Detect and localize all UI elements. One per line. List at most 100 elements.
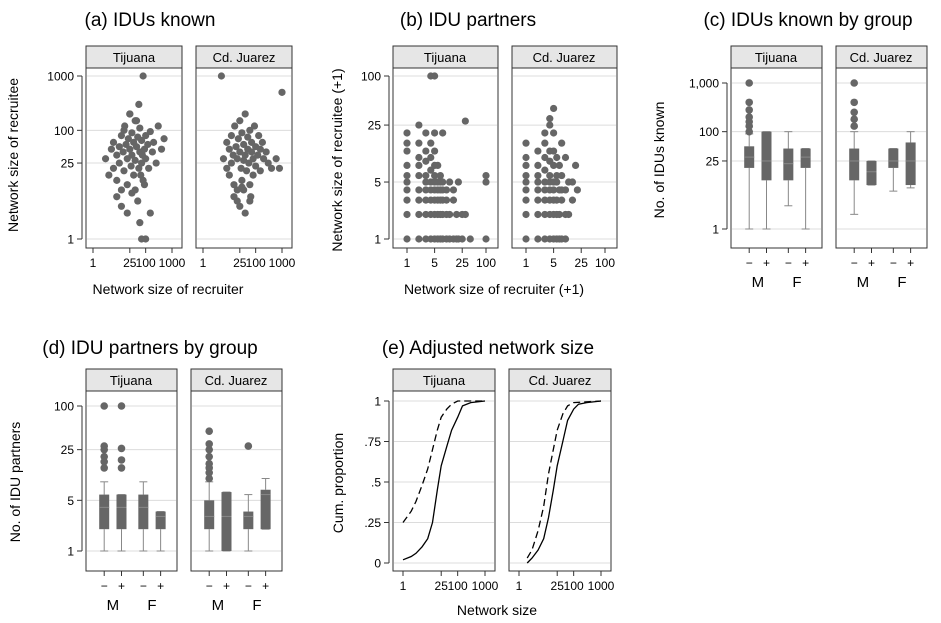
scatter-point	[231, 122, 239, 130]
x-tick-label: 25	[435, 579, 449, 593]
box-sign-label: +	[868, 256, 875, 270]
panel-frame	[392, 390, 496, 572]
scatter-point	[522, 186, 530, 194]
scatter-point	[541, 139, 549, 147]
group-label: M	[212, 597, 225, 614]
scatter-point	[142, 131, 150, 140]
y-tick-label: 1000	[47, 70, 74, 84]
y-tick-label: 100	[361, 70, 381, 84]
y-tick-label: .25	[364, 516, 381, 530]
x-tick-label: 1	[516, 579, 523, 593]
scatter-point	[113, 151, 121, 159]
box-body	[888, 148, 899, 168]
y-tick-label: 1	[712, 223, 719, 237]
scatter-point	[117, 202, 126, 210]
scatter-point	[264, 159, 272, 167]
scatter-point	[565, 210, 573, 219]
scatter-point	[558, 139, 566, 147]
scatter-point	[238, 183, 246, 191]
box-outlier	[117, 444, 126, 453]
cdf-line-dashed	[526, 400, 602, 559]
scatter-point	[246, 126, 254, 134]
scatter-point	[534, 161, 542, 169]
y-tick-label: .75	[364, 435, 381, 449]
scatter-point	[120, 126, 128, 134]
y-tick-label: 100	[54, 400, 74, 414]
box-outlier	[745, 113, 753, 121]
panel-frame	[85, 390, 178, 572]
scatter-point	[244, 133, 252, 141]
scatter-point	[123, 209, 131, 217]
chart-a-ylabel: Network size of recruitee	[5, 78, 21, 232]
box-body	[761, 131, 772, 181]
scatter-point	[442, 186, 451, 194]
scatter-point	[550, 161, 558, 169]
chart-b-ylabel: Network size of recruitee (+1)	[329, 68, 345, 251]
scatter-point	[136, 219, 144, 227]
cdf-line-solid	[402, 400, 486, 561]
scatter-point	[427, 139, 435, 147]
strip-label: Tijuana	[110, 373, 153, 388]
scatter-point	[117, 186, 126, 194]
scatter-point	[422, 196, 430, 204]
scatter-point	[546, 121, 554, 129]
scatter-point	[439, 178, 447, 186]
scatter-point	[101, 155, 110, 163]
box-body	[204, 500, 215, 530]
x-tick-label: 1000	[159, 256, 186, 270]
box-outlier	[205, 452, 213, 461]
box-sign-label: −	[206, 579, 213, 593]
chart-b-title: (b) IDU partners	[400, 10, 536, 31]
scatter-point	[124, 135, 132, 143]
scatter-point	[541, 129, 549, 137]
cdf-line-solid	[526, 400, 602, 564]
strip-label: Tijuana	[423, 373, 466, 388]
box-body	[800, 148, 811, 168]
scatter-point	[550, 147, 558, 155]
scatter-point	[431, 129, 439, 137]
box-body	[260, 489, 271, 530]
scatter-point	[126, 145, 134, 153]
box-sign-label: −	[140, 579, 147, 593]
chart-d-panel-1: Tijuana	[85, 368, 178, 572]
chart-c-title: (c) IDUs known by group	[703, 10, 912, 31]
scatter-point	[403, 161, 411, 169]
scatter-point	[415, 210, 423, 219]
scatter-point	[415, 171, 423, 180]
scatter-point	[131, 156, 139, 164]
box-outlier	[850, 79, 858, 87]
scatter-point	[422, 186, 430, 194]
scatter-point	[247, 193, 255, 201]
scatter-point	[148, 148, 156, 156]
box-outlier	[850, 108, 858, 117]
chart-b-panel-1: Tijuana	[392, 45, 499, 249]
scatter-point	[541, 235, 549, 243]
scatter-point	[240, 140, 248, 149]
scatter-point	[415, 153, 423, 162]
x-tick-label: 100	[448, 579, 468, 593]
scatter-point	[105, 171, 113, 179]
box-outlier	[745, 106, 753, 114]
scatter-point	[555, 210, 563, 219]
scatter-point	[403, 147, 411, 155]
scatter-point	[160, 135, 168, 143]
scatter-point	[553, 153, 561, 162]
box-body	[783, 148, 794, 181]
scatter-point	[120, 167, 128, 175]
scatter-point	[534, 196, 542, 204]
scatter-point	[422, 129, 430, 137]
scatter-point	[561, 153, 570, 162]
box-sign-label: −	[785, 256, 792, 270]
scatter-point	[115, 159, 123, 167]
chart-c-ylabel: No. of IDUs known	[651, 102, 667, 219]
scatter-point	[227, 159, 236, 167]
chart-b-xlabel: Network size of recruiter (+1)	[404, 281, 584, 297]
y-tick-label: 0	[374, 557, 381, 571]
scatter-point	[262, 148, 270, 156]
scatter-point	[236, 117, 244, 125]
scatter-point	[568, 196, 577, 204]
scatter-point	[267, 164, 276, 172]
scatter-point	[522, 161, 530, 169]
